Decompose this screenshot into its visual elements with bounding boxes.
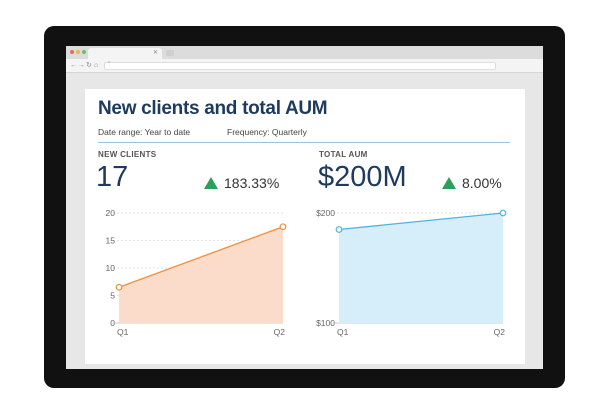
page-title: New clients and total AUM <box>98 98 328 119</box>
new-clients-x-tick-label: Q1 <box>117 327 129 337</box>
header-divider <box>98 142 510 143</box>
trend-up-icon <box>204 177 218 189</box>
close-tab-icon[interactable]: ✕ <box>152 50 158 56</box>
new-clients-data-point <box>115 283 123 291</box>
new-clients-chart: 0 5 10 15 20 Q1 Q2 <box>106 208 287 337</box>
new-clients-change-value: 183.33% <box>224 175 280 191</box>
date-range-filter[interactable]: Date range: Year to date <box>98 127 191 137</box>
total-aum-line <box>338 212 504 231</box>
new-clients-y-tick-label: 15 <box>106 236 116 246</box>
total-aum-label: TOTAL AUM <box>319 150 368 159</box>
browser-window: ✕ ← → ↻ ⌂ ▫ New clients and total AUM Da… <box>66 46 543 369</box>
new-clients-y-tick-label: 0 <box>110 318 115 328</box>
new-tab-button[interactable] <box>166 50 174 56</box>
new-clients-value: 17 <box>96 161 129 193</box>
total-aum-y-tick-label: $200 <box>316 208 335 218</box>
maximize-window-button[interactable] <box>82 50 86 54</box>
close-window-button[interactable] <box>70 50 74 54</box>
minimize-window-button[interactable] <box>76 50 80 54</box>
total-aum-data-point <box>335 226 343 233</box>
new-clients-x-tick-label: Q2 <box>274 327 286 337</box>
tab-bar: ✕ <box>66 46 543 59</box>
window-controls <box>70 50 86 54</box>
total-aum-area <box>339 213 503 323</box>
device-frame: ✕ ← → ↻ ⌂ ▫ New clients and total AUM Da… <box>44 26 565 388</box>
new-clients-area <box>119 226 283 323</box>
address-bar[interactable]: ▫ <box>104 60 496 70</box>
total-aum-data-point <box>499 209 507 217</box>
total-aum-x-tick-label: Q2 <box>494 327 506 337</box>
new-clients-change: 183.33% <box>204 175 279 191</box>
total-aum-y-tick-label: $100 <box>316 318 335 328</box>
new-clients-y-tick-label: 20 <box>106 208 116 218</box>
total-aum-x-tick-label: Q1 <box>337 327 349 337</box>
home-icon[interactable]: ⌂ <box>94 62 99 69</box>
frequency-filter[interactable]: Frequency: Quarterly <box>227 127 307 137</box>
new-clients-y-tick-label: 5 <box>110 291 115 301</box>
total-aum-chart: $100 $200 Q1 Q2 <box>316 208 507 337</box>
browser-tab[interactable]: ✕ <box>88 48 162 59</box>
navigation-bar: ← → ↻ ⌂ ▫ <box>66 59 543 73</box>
reload-icon[interactable]: ↻ <box>86 62 92 69</box>
new-clients-y-tick-label: 10 <box>106 263 116 273</box>
total-aum-change-value: 8.00% <box>462 175 502 191</box>
total-aum-change: 8.00% <box>442 175 502 191</box>
total-aum-value: $200M <box>318 161 407 193</box>
dashboard-card: New clients and total AUM Date range: Ye… <box>85 89 525 364</box>
forward-icon[interactable]: → <box>78 62 85 69</box>
back-icon[interactable]: ← <box>70 62 77 69</box>
new-clients-line <box>118 226 284 288</box>
trend-up-icon <box>442 177 456 189</box>
new-clients-data-point <box>279 223 287 231</box>
new-clients-label: NEW CLIENTS <box>98 150 157 159</box>
page-info-icon: ▫ <box>108 60 111 66</box>
